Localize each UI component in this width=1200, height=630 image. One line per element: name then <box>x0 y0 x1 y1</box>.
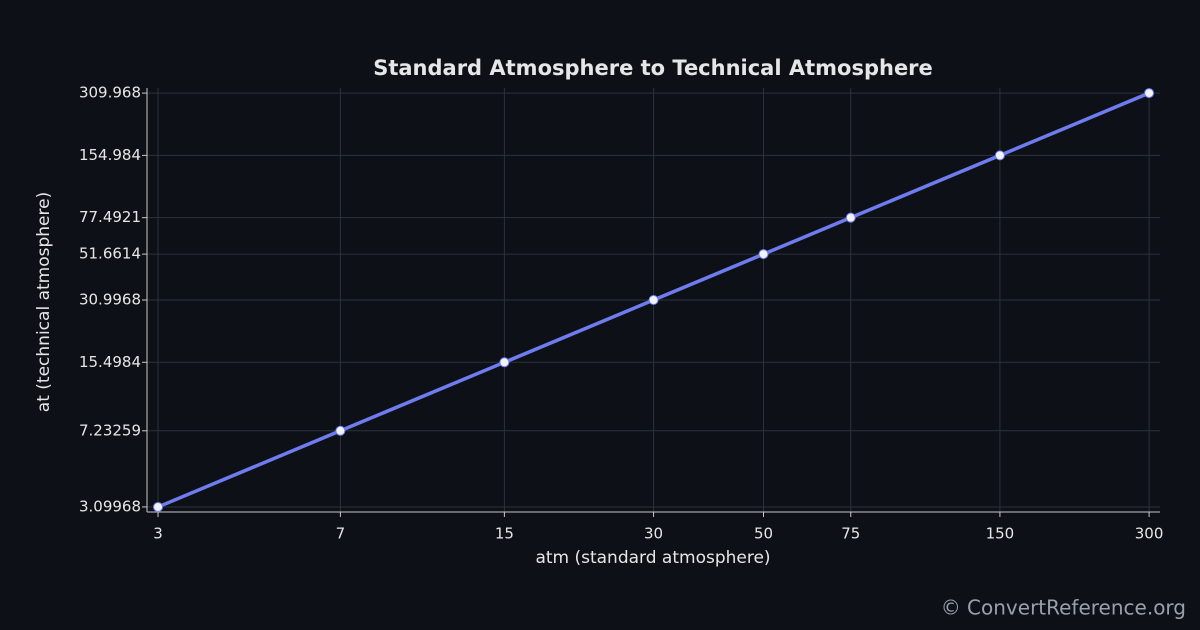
x-tick-label: 150 <box>986 525 1015 543</box>
data-point <box>994 150 1005 161</box>
x-axis-label: atm (standard atmosphere) <box>535 548 770 568</box>
watermark: © ConvertReference.org <box>941 596 1186 620</box>
plot-area: 3.09968 7.23259 15.4984 30.9968 51.6614 77.49… <box>79 84 1163 543</box>
chart-title: Standard Atmosphere to Technical Atmosph… <box>373 56 933 80</box>
x-tick-label: 15 <box>495 525 514 543</box>
y-tick-label: 3.09968 <box>79 497 141 515</box>
data-point <box>1144 88 1155 99</box>
x-tick-label: 7 <box>336 525 346 543</box>
data-point <box>758 249 769 260</box>
data-point <box>499 357 510 368</box>
data-point <box>335 425 346 436</box>
x-tick-label: 300 <box>1135 525 1164 543</box>
y-tick-label: 77.4921 <box>79 208 141 226</box>
y-axis-label: at (technical atmosphere) <box>34 192 54 412</box>
data-point <box>845 212 856 223</box>
y-tick-label: 15.4984 <box>79 353 141 371</box>
y-tick-label: 51.6614 <box>79 245 141 263</box>
x-tick-label: 75 <box>841 525 860 543</box>
x-tick-label: 30 <box>644 525 663 543</box>
data-point <box>153 501 164 512</box>
y-tick-label: 7.23259 <box>79 421 141 439</box>
y-tick-label: 309.968 <box>79 84 141 102</box>
x-tick-label: 3 <box>153 525 163 543</box>
x-tick-label: 50 <box>754 525 773 543</box>
data-point <box>648 295 659 306</box>
y-tick-label: 154.984 <box>79 146 141 164</box>
y-tick-label: 30.9968 <box>79 291 141 309</box>
series-line <box>157 91 1150 509</box>
